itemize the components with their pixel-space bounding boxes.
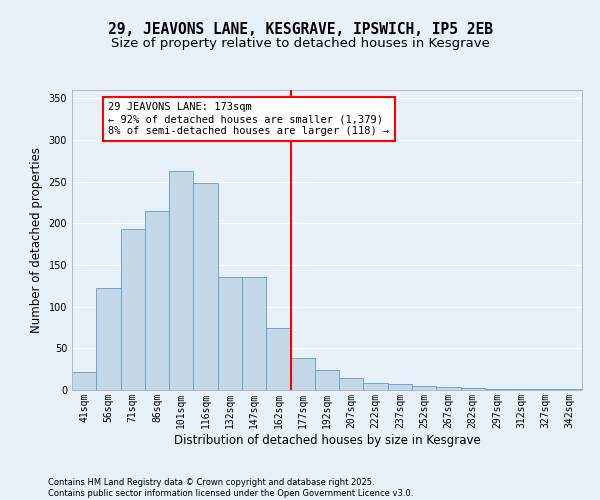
Text: 29, JEAVONS LANE, KESGRAVE, IPSWICH, IP5 2EB: 29, JEAVONS LANE, KESGRAVE, IPSWICH, IP5… — [107, 22, 493, 38]
Bar — [509, 389, 533, 390]
Bar — [558, 389, 582, 390]
Text: 29 JEAVONS LANE: 173sqm
← 92% of detached houses are smaller (1,379)
8% of semi-: 29 JEAVONS LANE: 173sqm ← 92% of detache… — [109, 102, 389, 136]
Bar — [339, 378, 364, 390]
Text: Contains HM Land Registry data © Crown copyright and database right 2025.
Contai: Contains HM Land Registry data © Crown c… — [48, 478, 413, 498]
Bar — [388, 384, 412, 390]
Bar — [72, 372, 96, 390]
Bar — [436, 386, 461, 390]
Bar — [485, 389, 509, 390]
Bar — [121, 229, 145, 390]
Bar — [96, 288, 121, 390]
Bar — [315, 370, 339, 390]
Bar — [145, 211, 169, 390]
Bar — [461, 388, 485, 390]
Bar — [193, 184, 218, 390]
X-axis label: Distribution of detached houses by size in Kesgrave: Distribution of detached houses by size … — [173, 434, 481, 446]
Bar — [169, 171, 193, 390]
Y-axis label: Number of detached properties: Number of detached properties — [30, 147, 43, 333]
Bar — [364, 382, 388, 390]
Bar — [242, 276, 266, 390]
Bar — [412, 386, 436, 390]
Bar — [266, 328, 290, 390]
Bar — [218, 276, 242, 390]
Bar — [290, 358, 315, 390]
Bar — [533, 389, 558, 390]
Text: Size of property relative to detached houses in Kesgrave: Size of property relative to detached ho… — [110, 38, 490, 51]
